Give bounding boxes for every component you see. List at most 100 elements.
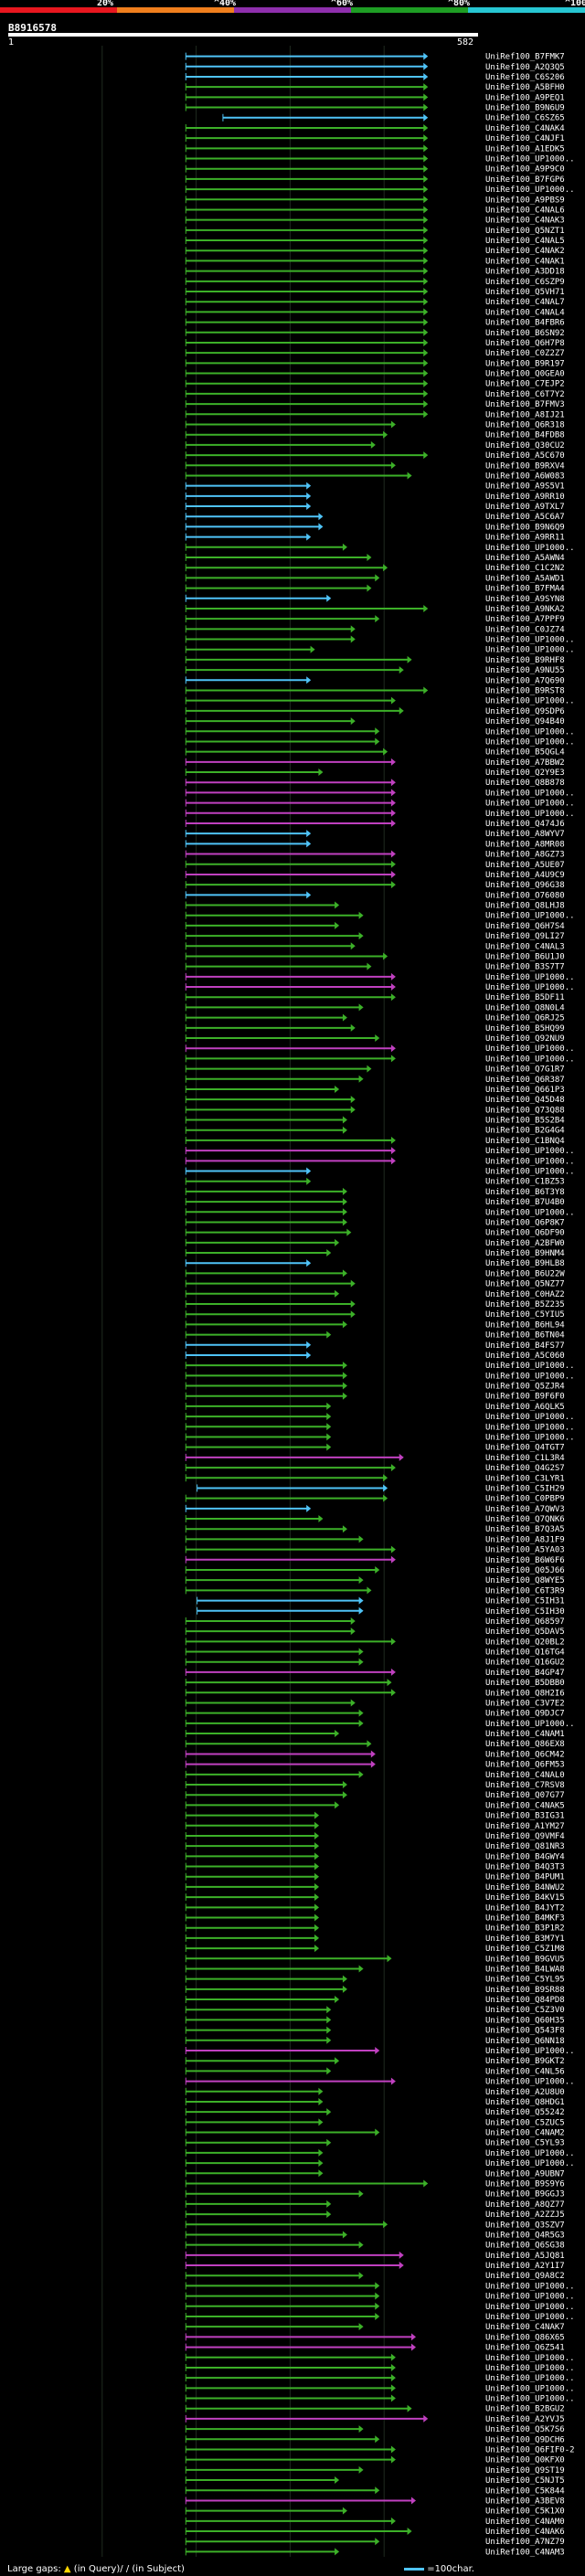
- hit-row[interactable]: UniRef100_Q5NZT1: [185, 226, 565, 236]
- hit-label[interactable]: UniRef100_Q07G77: [485, 1791, 565, 1800]
- hit-label[interactable]: UniRef100_C0JZ74: [485, 625, 565, 634]
- hit-label[interactable]: UniRef100_C6T3R9: [485, 1586, 565, 1595]
- hit-row[interactable]: UniRef100_Q8HDG1: [185, 2097, 565, 2107]
- hit-label[interactable]: UniRef100_UP1000..: [485, 727, 575, 737]
- hit-label[interactable]: UniRef100_A9PBS9: [485, 196, 565, 205]
- hit-row[interactable]: UniRef100_UP1000..: [185, 1044, 575, 1054]
- hit-label[interactable]: UniRef100_A6W083: [485, 472, 565, 481]
- hit-row[interactable]: UniRef100_B9RST8: [185, 686, 565, 695]
- hit-label[interactable]: UniRef100_C4NAK5: [485, 1801, 565, 1810]
- hit-row[interactable]: UniRef100_Q474J6: [185, 819, 565, 829]
- hit-label[interactable]: UniRef100_B9R197: [485, 359, 565, 368]
- hit-label[interactable]: UniRef100_Q8N0L4: [485, 1003, 565, 1012]
- hit-label[interactable]: UniRef100_UP1000..: [485, 2354, 575, 2363]
- hit-label[interactable]: UniRef100_C5ZUC5: [485, 2118, 565, 2127]
- hit-row[interactable]: UniRef100_C5Z3V0: [185, 2006, 565, 2015]
- hit-row[interactable]: UniRef100_A1YM27: [185, 1821, 565, 1831]
- hit-row[interactable]: UniRef100_A5C060: [185, 1351, 565, 1361]
- hit-row[interactable]: UniRef100_Q7QNK6: [185, 1515, 565, 1524]
- hit-row[interactable]: UniRef100_Q16TG4: [185, 1648, 565, 1658]
- hit-row[interactable]: UniRef100_UP1000..: [185, 645, 575, 655]
- hit-row[interactable]: UniRef100_C0PBP9: [185, 1494, 565, 1504]
- hit-label[interactable]: UniRef100_B3IG31: [485, 1812, 565, 1821]
- hit-row[interactable]: UniRef100_B4FDB8: [185, 430, 565, 440]
- hit-row[interactable]: UniRef100_A9UBN7: [185, 2169, 565, 2178]
- hit-label[interactable]: UniRef100_C4NAL4: [485, 308, 565, 317]
- hit-label[interactable]: UniRef100_C5NJT5: [485, 2476, 565, 2486]
- hit-label[interactable]: UniRef100_A7PPF9: [485, 615, 565, 624]
- hit-label[interactable]: UniRef100_Q543F8: [485, 2027, 565, 2036]
- hit-label[interactable]: UniRef100_C5K844: [485, 2486, 565, 2496]
- hit-row[interactable]: UniRef100_UP1000..: [185, 983, 575, 992]
- hit-label[interactable]: UniRef100_C1BNQ4: [485, 1137, 565, 1146]
- hit-row[interactable]: UniRef100_B6T3Y8: [185, 1187, 565, 1197]
- hit-row[interactable]: UniRef100_Q5K7S6: [185, 2425, 565, 2434]
- hit-label[interactable]: UniRef100_B6W6F6: [485, 1556, 565, 1565]
- hit-row[interactable]: UniRef100_Q60H35: [185, 2016, 565, 2025]
- hit-row[interactable]: UniRef100_B9R197: [185, 359, 565, 368]
- hit-label[interactable]: UniRef100_A8GZ73: [485, 851, 565, 860]
- hit-label[interactable]: UniRef100_Q2Y9E3: [485, 769, 565, 778]
- hit-row[interactable]: UniRef100_C4NAL4: [185, 308, 565, 317]
- hit-label[interactable]: UniRef100_UP1000..: [485, 1208, 575, 1217]
- hit-label[interactable]: UniRef100_B4MKF3: [485, 1914, 565, 1924]
- hit-row[interactable]: UniRef100_B4JYT2: [185, 1903, 565, 1913]
- hit-row[interactable]: UniRef100_B4GP47: [185, 1668, 565, 1678]
- hit-label[interactable]: UniRef100_C6SZ65: [485, 114, 565, 123]
- hit-row[interactable]: UniRef100_Q6FM53: [185, 1760, 565, 1770]
- hit-label[interactable]: UniRef100_B3S7T7: [485, 963, 565, 972]
- hit-label[interactable]: UniRef100_B6U22W: [485, 1269, 565, 1278]
- hit-row[interactable]: UniRef100_A9NKA2: [185, 604, 565, 614]
- hit-row[interactable]: UniRef100_A9NU55: [185, 666, 565, 675]
- hit-label[interactable]: UniRef100_B2BGU2: [485, 2405, 565, 2414]
- hit-label[interactable]: UniRef100_A7QWV3: [485, 1505, 565, 1514]
- hit-row[interactable]: UniRef100_UP1000..: [185, 2159, 575, 2168]
- hit-label[interactable]: UniRef100_A9TXL7: [485, 503, 565, 512]
- hit-label[interactable]: UniRef100_B4NWU2: [485, 1883, 565, 1892]
- hit-label[interactable]: UniRef100_A5C060: [485, 1352, 565, 1361]
- hit-row[interactable]: UniRef100_C3V7E2: [185, 1699, 565, 1708]
- hit-label[interactable]: UniRef100_A4U9C9: [485, 871, 565, 880]
- hit-row[interactable]: UniRef100_A7BBW2: [185, 758, 565, 768]
- hit-label[interactable]: UniRef100_UP1000..: [485, 2149, 575, 2158]
- hit-row[interactable]: UniRef100_UP1000..: [185, 635, 575, 645]
- hit-row[interactable]: UniRef100_C4NAM1: [185, 1730, 565, 1739]
- hit-row[interactable]: UniRef100_Q92NU9: [185, 1034, 565, 1044]
- hit-row[interactable]: UniRef100_UP1000..: [185, 1719, 575, 1729]
- hit-row[interactable]: UniRef100_C4NAK7: [185, 2323, 565, 2332]
- hit-label[interactable]: UniRef100_B9HLB8: [485, 1259, 565, 1268]
- hit-row[interactable]: UniRef100_C0JZ74: [185, 625, 565, 634]
- hit-row[interactable]: UniRef100_C5Z1M8: [185, 1945, 565, 1954]
- hit-label[interactable]: UniRef100_UP1000..: [485, 789, 575, 798]
- hit-row[interactable]: UniRef100_B9RHF8: [185, 655, 565, 665]
- hit-row[interactable]: UniRef100_Q8H2I6: [185, 1689, 565, 1698]
- hit-label[interactable]: UniRef100_Q6H7P8: [485, 339, 565, 348]
- hit-row[interactable]: UniRef100_Q5DAV5: [185, 1627, 565, 1637]
- hit-label[interactable]: UniRef100_B7FMK7: [485, 53, 565, 62]
- hit-label[interactable]: UniRef100_A5JQ81: [485, 2252, 565, 2261]
- hit-label[interactable]: UniRef100_Q0KFX0: [485, 2456, 565, 2465]
- hit-label[interactable]: UniRef100_C4NAK6: [485, 2528, 565, 2537]
- hit-row[interactable]: UniRef100_B5DF11: [185, 993, 565, 1002]
- hit-row[interactable]: UniRef100_Q6CM42: [185, 1750, 565, 1759]
- hit-row[interactable]: UniRef100_A9S5V1: [185, 482, 565, 492]
- hit-label[interactable]: UniRef100_C5YIU5: [485, 1310, 565, 1320]
- hit-row[interactable]: UniRef100_Q45D48: [185, 1096, 565, 1105]
- hit-row[interactable]: UniRef100_B6TN04: [185, 1330, 565, 1341]
- hit-row[interactable]: UniRef100_C4NL56: [185, 2067, 565, 2076]
- hit-row[interactable]: UniRef100_A5BFH0: [185, 83, 565, 92]
- hit-label[interactable]: UniRef100_Q4G2S7: [485, 1464, 565, 1473]
- hit-row[interactable]: UniRef100_B2G4G4: [185, 1126, 565, 1136]
- hit-row[interactable]: UniRef100_Q9LI27: [185, 932, 565, 941]
- hit-row[interactable]: UniRef100_C4NAK5: [185, 1801, 565, 1810]
- hit-row[interactable]: UniRef100_Q6H7P8: [185, 338, 565, 348]
- hit-label[interactable]: UniRef100_UP1000..: [485, 1433, 575, 1442]
- hit-label[interactable]: UniRef100_UP1000..: [485, 2047, 575, 2056]
- hit-label[interactable]: UniRef100_C1BZ53: [485, 1178, 565, 1187]
- hit-row[interactable]: UniRef100_B9S9Y6: [185, 2179, 565, 2189]
- hit-label[interactable]: UniRef100_UP1000..: [485, 2282, 575, 2291]
- hit-row[interactable]: UniRef100_C1C2N2: [185, 564, 565, 573]
- hit-row[interactable]: UniRef100_A5UE07: [185, 860, 565, 870]
- hit-label[interactable]: UniRef100_A9RR11: [485, 534, 565, 543]
- hit-row[interactable]: UniRef100_B6SN92: [185, 328, 565, 338]
